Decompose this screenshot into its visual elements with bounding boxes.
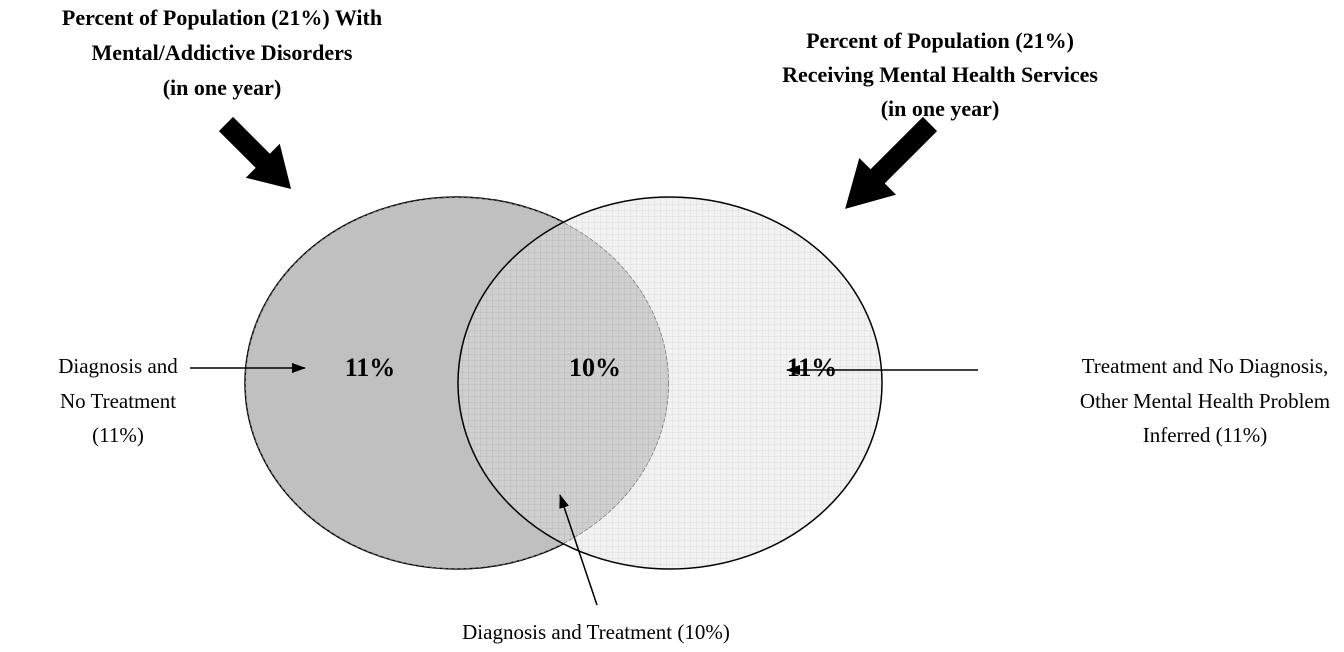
bottom-annotation: Diagnosis and Treatment (10%) [462, 620, 730, 644]
title-line: Mental/Addictive Disorders [92, 40, 353, 65]
title-line: Percent of Population (21%) With [62, 5, 382, 30]
right-circle [457, 196, 883, 570]
right-annotation: Treatment and No Diagnosis, Other Mental… [1080, 354, 1330, 447]
left-annotation: Diagnosis and No Treatment (11%) [58, 354, 178, 447]
title-line: (in one year) [881, 96, 1000, 121]
overlap-region-label: 10% [569, 353, 621, 382]
right-region-label: 11% [787, 353, 838, 382]
title-line: Percent of Population (21%) [806, 28, 1074, 53]
title-line: (in one year) [163, 75, 282, 100]
right-bold-arrow [845, 116, 938, 209]
annotation-line: No Treatment [60, 389, 176, 413]
overlap-region [458, 197, 669, 569]
annotation-line: Other Mental Health Problem [1080, 389, 1330, 413]
title-line: Receiving Mental Health Services [782, 62, 1098, 87]
right-title: Percent of Population (21%) Receiving Me… [782, 28, 1098, 121]
left-region-label: 11% [345, 353, 396, 382]
annotation-line: Diagnosis and [58, 354, 178, 378]
annotation-line: Inferred (11%) [1143, 423, 1268, 447]
annotation-line: Treatment and No Diagnosis, [1082, 354, 1329, 378]
annotation-line: (11%) [92, 423, 144, 447]
left-bold-arrow [218, 116, 292, 190]
bottom-pointer [559, 494, 598, 606]
left-title: Percent of Population (21%) With Mental/… [62, 5, 382, 100]
